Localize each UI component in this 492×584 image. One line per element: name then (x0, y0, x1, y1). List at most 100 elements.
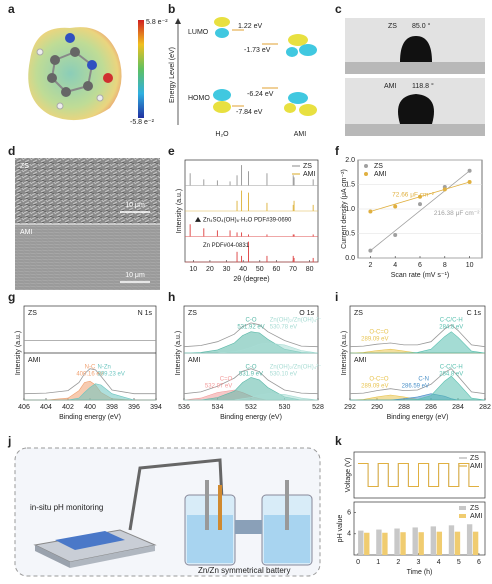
x-tick-label: 30 (223, 266, 231, 273)
atom (61, 87, 71, 97)
y-tick-label: 2.0 (345, 157, 355, 164)
x-tick-label: 10 (466, 262, 474, 269)
plot-frame (353, 451, 486, 499)
connector (235, 520, 262, 534)
y-tick-label: 0.0 (345, 255, 355, 262)
panel-letter: k (335, 434, 342, 448)
atom (50, 55, 60, 65)
peak-energy: 531.9 eV (239, 372, 263, 378)
panel-letter: f (335, 144, 340, 158)
x-tick-label: 50 (256, 266, 264, 273)
legend-swatch (459, 514, 466, 518)
molecule-label: AMI (294, 131, 307, 138)
x-tick-label: 404 (40, 404, 52, 411)
peak-energy: 530.10 eV (270, 372, 297, 378)
contact-angle: 85.0 ° (412, 22, 431, 30)
orbital (215, 28, 229, 38)
bar (472, 531, 479, 555)
peak-energy: 399.23 eV (98, 372, 125, 378)
x-tick-label: 286 (425, 404, 437, 411)
sample-label: AMI (188, 357, 201, 364)
chart-title: O 1s (299, 310, 314, 317)
legend-label: AMI (303, 171, 316, 178)
peak-energy: 289.09 eV (361, 337, 388, 343)
energy-value: -6.24 eV (247, 91, 274, 98)
x-tick-label: 4 (393, 262, 397, 269)
data-point (368, 248, 373, 253)
sample-label: ZS (28, 310, 37, 317)
bar (376, 529, 382, 555)
x-tick-label: 290 (371, 404, 383, 411)
bar (394, 528, 400, 555)
sample-label: ZS (20, 163, 29, 170)
probe-arm (128, 458, 224, 531)
peak-name: Zn(OH)₂/Zn(OH)₄²⁻ (270, 318, 322, 324)
x-tick-label: 0 (356, 559, 360, 566)
x-tick-label: 40 (239, 266, 247, 273)
peak-name: C-C/C-H (440, 318, 463, 324)
peak-name: C-C/C-H (440, 365, 463, 371)
peak-name: C-O (246, 365, 257, 371)
y-axis-label: Voltage (V) (345, 458, 352, 493)
y-tick-label: 4 (347, 531, 351, 538)
y-tick-label: 6 (347, 509, 351, 516)
x-tick-label: 398 (106, 404, 118, 411)
x-tick-label: 402 (62, 404, 74, 411)
atom (87, 60, 97, 70)
x-tick-label: 8 (443, 262, 447, 269)
bar (454, 531, 461, 555)
atom (47, 73, 57, 83)
peak-component (350, 375, 486, 401)
peak-name: C-O (246, 318, 257, 324)
line (358, 463, 479, 487)
x-tick-label: 396 (128, 404, 140, 411)
bar (418, 532, 424, 555)
sample-label: ZS (188, 310, 197, 317)
bar (448, 525, 455, 555)
y-tick-label: 1.5 (345, 181, 355, 188)
x-tick-label: 10 (189, 266, 197, 273)
bar (436, 531, 443, 555)
peak-energy: 289.09 eV (361, 384, 388, 390)
x-tick-label: 288 (398, 404, 410, 411)
droplet (400, 36, 432, 62)
ami-orbitals (284, 34, 317, 116)
bar (430, 526, 437, 555)
chart-title: N 1s (138, 310, 153, 317)
energy-value: -1.73 eV (244, 47, 271, 54)
panel-d: ZS 10 μm AMI 10 μm (15, 158, 160, 290)
legend-label: ZS (470, 455, 479, 462)
panel-letter: i (335, 290, 338, 304)
panel-letter: c (335, 2, 342, 16)
x-axis-label: Time (h) (407, 569, 433, 576)
x-axis-label: Binding energy (eV) (387, 414, 449, 421)
peak-energy: 532.97 eV (205, 384, 232, 390)
chart-title: C 1s (467, 310, 482, 317)
x-tick-label: 6 (418, 262, 422, 269)
y-axis-label: Intensity (a.u.) (176, 189, 183, 233)
x-tick-label: 282 (479, 404, 491, 411)
peak-name: Zn(OH)₂/Zn(OH)₄²⁻ (270, 365, 322, 371)
x-tick-label: 6 (477, 559, 481, 566)
contact-angle: 118.8 ° (412, 82, 434, 90)
y-axis-label: Intensity (a.u.) (341, 331, 348, 375)
panel-c: ZS 85.0 ° AMI 118.8 ° (345, 18, 485, 136)
panel-a: 5.8 e⁻² -5.8 e⁻² (28, 19, 168, 126)
colorbar-max: 5.8 e⁻² (146, 19, 168, 26)
data-point (442, 187, 447, 192)
peak-component (24, 383, 156, 401)
panel-letter: d (8, 144, 15, 158)
electrode (285, 480, 289, 530)
sample-label: ZS (388, 23, 397, 30)
x-tick-label: 536 (178, 404, 190, 411)
panel-j: in-situ pH monitoring Zn/Zn symmetrical … (14, 447, 321, 577)
lumo-label: LUMO (188, 29, 209, 36)
fit-line (370, 170, 470, 251)
spectrum-line (23, 368, 156, 395)
data-point (393, 204, 398, 209)
substrate (345, 62, 485, 74)
x-tick-label: 3 (417, 559, 421, 566)
sem-image (15, 224, 160, 290)
orbital (213, 89, 231, 101)
data-point (467, 168, 472, 173)
